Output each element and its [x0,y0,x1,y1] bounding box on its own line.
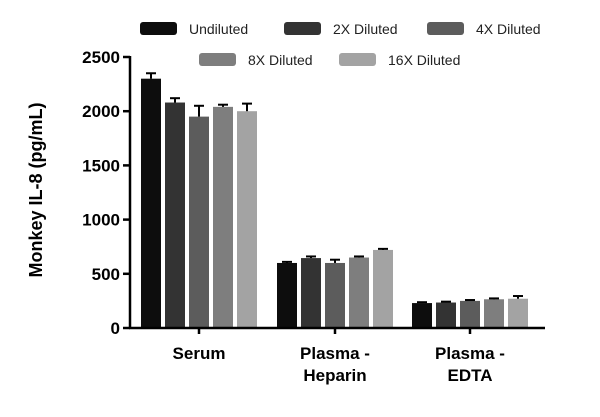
x-tick-label: Serum [173,344,226,363]
legend-swatch [427,22,464,35]
y-tick-label: 1000 [82,211,120,230]
legend-swatch [284,22,321,35]
y-tick-label: 2500 [82,48,120,67]
bar [412,303,432,328]
bar [277,262,297,328]
x-tick-label: EDTA [447,366,492,385]
bar [213,106,233,328]
bar [165,102,185,328]
legend-label: Undiluted [189,21,248,37]
legend-label: 4X Diluted [476,21,541,37]
legend-swatch [140,22,177,35]
bar [373,249,393,328]
bar [237,111,257,328]
legend-label: 16X Diluted [388,52,460,68]
bar [484,299,504,328]
legend-swatch [199,53,236,66]
bar [436,302,456,328]
legend: Undiluted 2X Diluted 4X Diluted 8X Diluted 1… [140,21,541,68]
y-axis-label: Monkey IL-8 (pg/mL) [26,102,46,277]
bar [349,257,369,328]
y-axis: 0 500 1000 1500 2000 2500 [82,48,132,338]
bar [325,262,345,328]
x-tick-label: Plasma - [300,344,370,363]
x-tick-label: Plasma - [435,344,505,363]
y-tick-label: 0 [111,319,120,338]
bar [460,300,480,328]
y-tick-label: 1500 [82,156,120,175]
bar [189,116,209,329]
y-tick-label: 500 [92,265,120,284]
y-tick-label: 2000 [82,102,120,121]
legend-label: 2X Diluted [333,21,398,37]
legend-swatch [339,53,376,66]
x-axis: Serum Plasma - Heparin Plasma - EDTA [129,326,545,385]
bars [141,72,528,329]
bar [141,78,161,329]
legend-label: 8X Diluted [248,52,313,68]
x-tick-label: Heparin [303,366,366,385]
bar [508,298,528,328]
bar [301,258,321,328]
